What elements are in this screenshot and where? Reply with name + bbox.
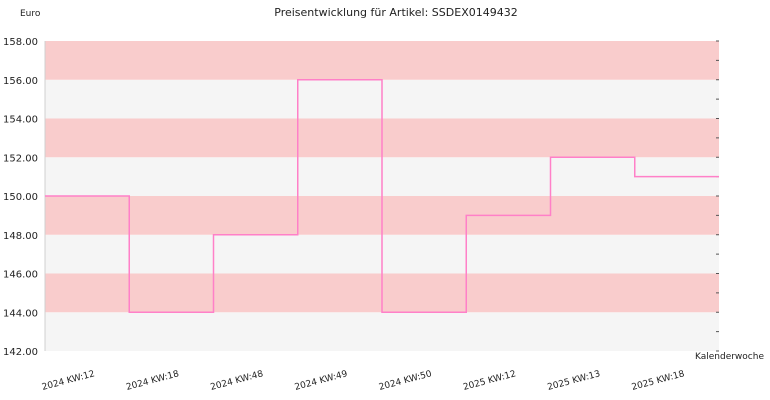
background-band (45, 312, 719, 351)
x-tick-label: 2025 KW:18 (631, 369, 686, 393)
y-tick-label: 142.00 (3, 347, 38, 358)
x-tick-label: 2024 KW:49 (294, 369, 349, 393)
chart-title: Preisentwicklung für Artikel: SSDEX01494… (274, 6, 517, 19)
price-step-line (45, 79, 719, 313)
x-tick-label: 2024 KW:48 (209, 369, 264, 393)
y-tick-label: 148.00 (3, 231, 38, 242)
y-tick-label: 152.00 (3, 153, 38, 164)
y-tick-label: 150.00 (3, 192, 38, 203)
x-axis: 2024 KW:12 2024 KW:18 2024 KW:48 2024 KW:49… (41, 369, 686, 393)
background-band (45, 41, 719, 80)
x-tick-label: 2025 KW:13 (546, 369, 601, 393)
x-tick-label: 2024 KW:18 (125, 369, 180, 393)
y-tick-label: 144.00 (3, 308, 38, 319)
y-axis-label: Euro (20, 9, 41, 19)
y-tick-label: 146.00 (3, 270, 38, 281)
y-tick-label: 158.00 (3, 37, 38, 48)
series-line (45, 79, 719, 313)
x-tick-label: 2025 KW:12 (462, 369, 517, 393)
y-tick-label: 156.00 (3, 76, 38, 87)
y-tick-label: 154.00 (3, 115, 38, 126)
x-tick-label: 2024 KW:50 (378, 369, 433, 393)
right-axis-ticks (716, 40, 719, 352)
x-axis-label: Kalenderwoche (695, 352, 764, 362)
x-tick-label: 2024 KW:12 (41, 369, 96, 393)
y-axis: 142.00 144.00 146.00 148.00 150.00 152.00 154.… (3, 37, 46, 358)
